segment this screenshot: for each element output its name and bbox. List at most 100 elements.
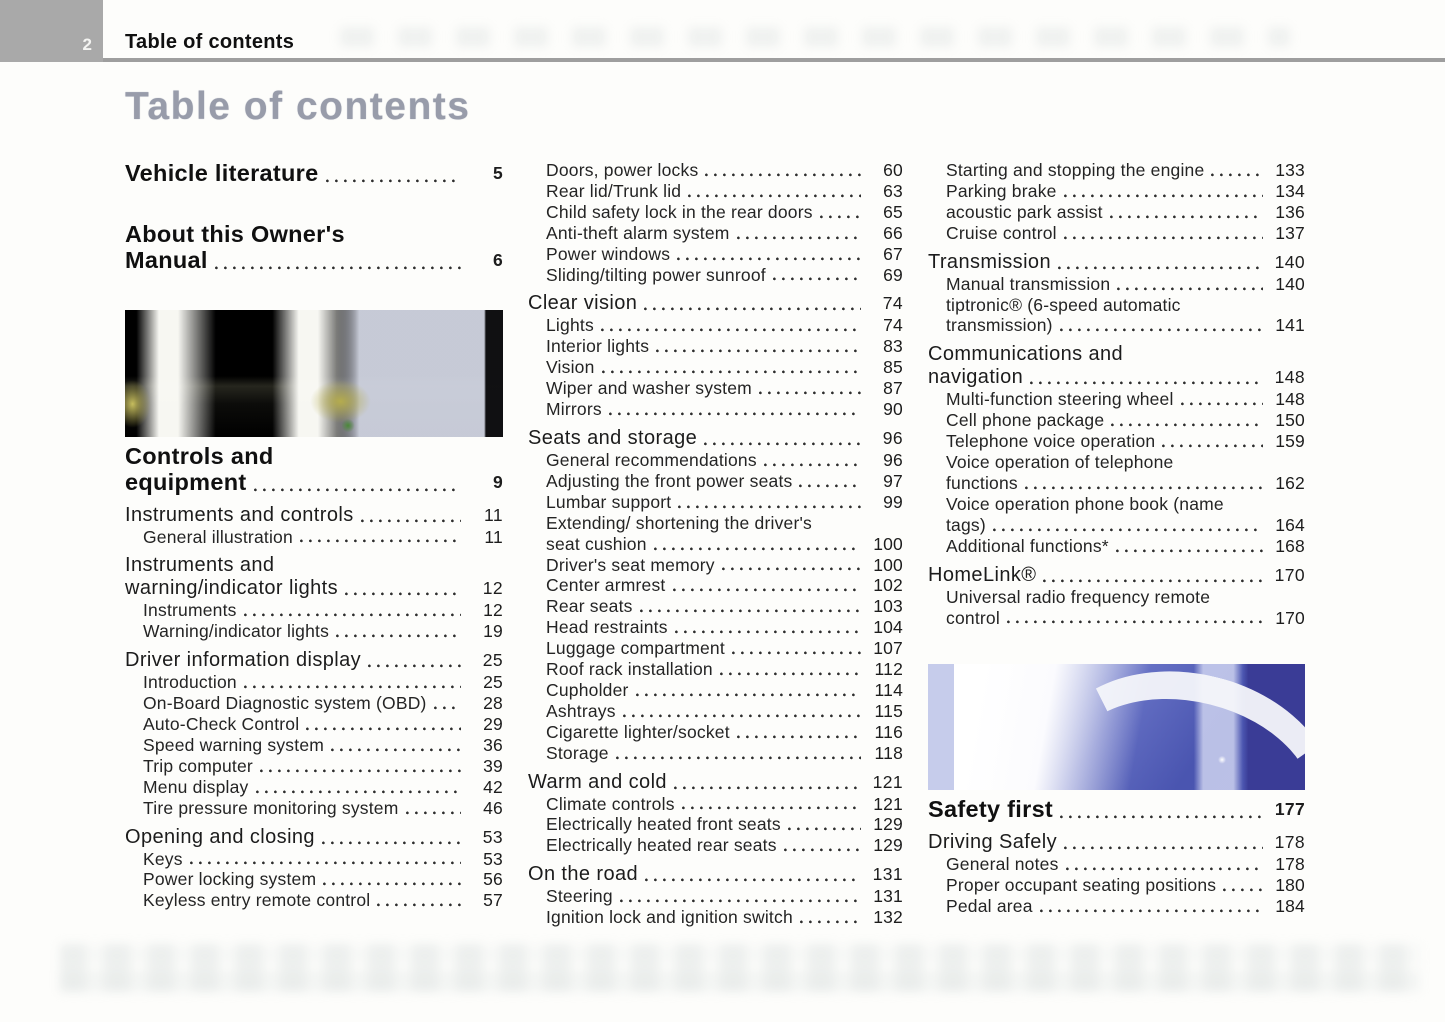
dot-leader xyxy=(189,861,461,866)
toc-entry-label: Vision xyxy=(546,357,595,378)
dot-leader xyxy=(331,747,461,752)
toc-section-heading: Vehicle literature 5 xyxy=(125,160,503,187)
toc-heading: Clear vision 74 xyxy=(528,292,903,315)
toc-entry-label: Seats and storage xyxy=(528,426,698,449)
toc-entry-label: Voice operation phone book (name xyxy=(946,493,1224,514)
page-number: 164 xyxy=(1275,514,1305,535)
toc-subentry: Keys 53 xyxy=(125,849,503,870)
toc-subentry: Luggage compartment 107 xyxy=(528,638,903,659)
dot-leader xyxy=(608,411,861,416)
toc-subentry: Electrically heated front seats 129 xyxy=(528,814,903,835)
toc-subentry: Ignition lock and ignition switch 132 xyxy=(528,907,903,928)
dot-leader xyxy=(1063,845,1263,850)
toc-heading: Instruments and warning/indicator lights 1… xyxy=(125,554,503,600)
toc-entry-label: Mirrors xyxy=(546,399,602,420)
toc-entry-label: Ignition lock and ignition switch xyxy=(546,907,793,928)
toc-entry-label: control xyxy=(946,607,1000,628)
page-number: 56 xyxy=(483,869,503,890)
dot-leader xyxy=(1065,866,1263,871)
page-number: 141 xyxy=(1275,315,1305,336)
toc-subentry: Driver's seat memory 100 xyxy=(528,555,903,576)
dot-leader xyxy=(758,391,861,396)
page-number: 107 xyxy=(873,638,903,659)
toc-subentry: Tire pressure monitoring system 46 xyxy=(125,798,503,819)
dot-leader xyxy=(677,256,861,261)
toc-section-heading: About this Owner's Manual 6 xyxy=(125,221,503,274)
toc-entry-label: Warning/indicator lights xyxy=(143,621,330,642)
toc-subentry: Doors, power locks 60 xyxy=(528,160,903,181)
dot-leader xyxy=(622,713,861,718)
dot-leader xyxy=(368,664,461,669)
toc-subentry: Power windows 67 xyxy=(528,244,903,265)
page-number: 104 xyxy=(873,617,903,638)
toc-entry-label: Telephone voice operation xyxy=(946,431,1156,452)
toc-entry-label: Menu display xyxy=(143,776,249,797)
toc-subentry: Lumbar support 99 xyxy=(528,492,903,513)
page-number: 90 xyxy=(883,399,903,420)
toc-entry-label: Steering xyxy=(546,886,613,907)
toc-entry-label: Safety first xyxy=(928,796,1054,823)
toc-entry-label: Keys xyxy=(143,848,183,869)
toc-entry-label: Universal radio frequency remote xyxy=(946,586,1211,607)
toc-entry-label: Instruments xyxy=(143,600,237,621)
toc-entry-label: Starting and stopping the engine xyxy=(946,160,1205,180)
dot-leader xyxy=(799,920,861,925)
dot-leader xyxy=(323,882,461,887)
dot-leader xyxy=(688,193,861,198)
toc-heading: Seats and storage 96 xyxy=(528,427,903,450)
dot-leader xyxy=(1115,548,1263,553)
page-number: 134 xyxy=(1275,180,1305,201)
dot-leader xyxy=(721,567,861,572)
dot-leader xyxy=(345,592,461,597)
toc-entry-label: Rear lid/Trunk lid xyxy=(546,180,682,201)
toc-entry-label: tags) xyxy=(946,514,986,535)
page-number: 85 xyxy=(883,357,903,378)
toc-subentry: Menu display 42 xyxy=(125,777,503,798)
page-number: 96 xyxy=(883,449,903,470)
toc-subentry: Extending/ shortening the driver's seat c… xyxy=(528,513,903,555)
toc-entry-label: Electrically heated rear seats xyxy=(546,835,777,856)
dot-leader xyxy=(772,277,861,282)
toc-column-2: Doors, power locks 60 Rear lid/Trunk lid 63… xyxy=(528,160,903,928)
page-number: 116 xyxy=(874,721,903,742)
photo-paraglider-sky xyxy=(928,664,1305,791)
page-number: 121 xyxy=(873,793,903,814)
dot-leader xyxy=(674,630,861,635)
dot-leader xyxy=(433,706,461,711)
dot-leader xyxy=(600,328,861,333)
toc-subentry: Wiper and washer system 87 xyxy=(528,378,903,399)
page-number-top: 2 xyxy=(82,35,92,54)
toc-heading: Instruments and controls 11 xyxy=(125,504,503,527)
dot-leader xyxy=(243,613,461,618)
dot-leader xyxy=(306,726,461,731)
dot-leader xyxy=(653,546,861,551)
page-number: 129 xyxy=(873,835,903,856)
toc-subentry: Cell phone package 150 xyxy=(928,410,1305,431)
toc-subentry: Anti-theft alarm system 66 xyxy=(528,223,903,244)
dot-leader xyxy=(783,848,861,853)
toc-subentry: Storage 118 xyxy=(528,743,903,764)
toc-entry-label: seat cushion xyxy=(546,533,647,554)
toc-subentry: Ashtrays 115 xyxy=(528,701,903,722)
dot-leader xyxy=(255,789,461,794)
toc-entry-label: Warm and cold xyxy=(528,770,667,793)
page-number: 57 xyxy=(483,890,503,911)
toc-entry-label: Cell phone package xyxy=(946,410,1105,431)
toc-subentry: Multi-function steering wheel 148 xyxy=(928,389,1305,410)
page-number: 112 xyxy=(874,659,903,680)
toc-entry-label: tiptronic® (6-speed automatic xyxy=(946,294,1181,315)
page-number: 25 xyxy=(482,650,503,671)
dot-leader xyxy=(763,462,861,467)
page-number: 159 xyxy=(1275,431,1305,452)
toc-entry-label: acoustic park assist xyxy=(946,201,1103,222)
page-number: 148 xyxy=(1275,389,1305,410)
bleed-through-bottom xyxy=(60,944,1420,992)
page-number: 74 xyxy=(882,293,903,314)
toc-column-1: Vehicle literature 5 About this Owner's Man… xyxy=(125,160,503,928)
toc-entry-label: Tire pressure monitoring system xyxy=(143,797,399,818)
toc-entry-label: Head restraints xyxy=(546,617,668,638)
toc-entry-label: Adjusting the front power seats xyxy=(546,470,793,491)
toc-subentry: Pedal area 184 xyxy=(928,896,1305,917)
dot-leader xyxy=(681,806,861,811)
dot-leader xyxy=(736,734,861,739)
